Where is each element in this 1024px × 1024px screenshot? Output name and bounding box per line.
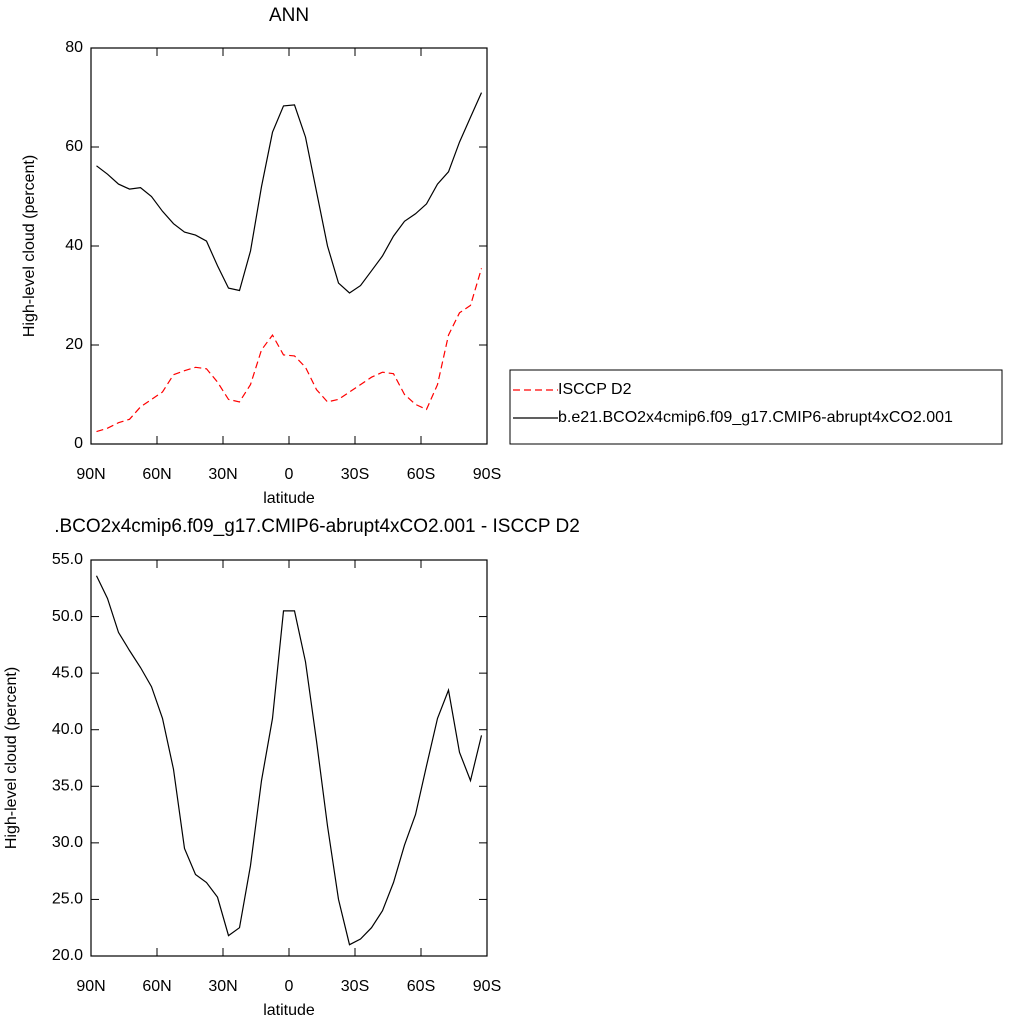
y-tick-label: 35.0: [52, 778, 83, 795]
x-tick-label: 60N: [142, 978, 171, 995]
y-tick-label: 20: [65, 336, 83, 353]
x-tick-label: 30S: [341, 978, 369, 995]
y-tick-label: 40: [65, 237, 83, 254]
y-tick-label: 50.0: [52, 608, 83, 625]
x-axis-label: latitude: [263, 490, 315, 507]
x-tick-label: 60S: [407, 466, 435, 483]
series-line: [96, 92, 483, 294]
y-tick-label: 20.0: [52, 947, 83, 964]
legend: ISCCP D2 b.e21.BCO2x4cmip6.f09_g17.CMIP6-…: [509, 369, 1003, 445]
x-axis-label: latitude: [263, 1002, 315, 1019]
x-tick-label: 90N: [76, 466, 105, 483]
x-tick-label: 30S: [341, 466, 369, 483]
plot-frame: [90, 559, 488, 957]
plot-frame: [90, 47, 488, 445]
y-tick-label: 45.0: [52, 664, 83, 681]
y-axis-label: High-level cloud (percent): [3, 667, 20, 849]
x-tick-label: 0: [285, 978, 294, 995]
y-tick-label: 60: [65, 138, 83, 155]
x-tick-label: 90S: [473, 978, 501, 995]
chart-title: ANN: [269, 5, 309, 26]
x-tick-label: 60S: [407, 978, 435, 995]
x-tick-label: 90S: [473, 466, 501, 483]
y-tick-label: 80: [65, 39, 83, 56]
y-tick-label: 55.0: [52, 551, 83, 568]
y-tick-label: 25.0: [52, 891, 83, 908]
legend-label: b.e21.BCO2x4cmip6.f09_g17.CMIP6-abrupt4x…: [558, 409, 953, 426]
series-line: [96, 268, 483, 433]
y-tick-label: 0: [74, 435, 83, 452]
y-tick-label: 40.0: [52, 721, 83, 738]
chart-title: .BCO2x4cmip6.f09_g17.CMIP6-abrupt4xCO2.0…: [54, 516, 580, 537]
x-tick-label: 30N: [208, 466, 237, 483]
x-tick-label: 60N: [142, 466, 171, 483]
y-tick-label: 30.0: [52, 834, 83, 851]
legend-box: [509, 369, 1003, 445]
x-tick-label: 30N: [208, 978, 237, 995]
legend-label: ISCCP D2: [558, 381, 632, 398]
series-line: [95, 575, 483, 946]
x-tick-label: 0: [285, 466, 294, 483]
y-axis-label: High-level cloud (percent): [21, 155, 38, 337]
x-tick-label: 90N: [76, 978, 105, 995]
